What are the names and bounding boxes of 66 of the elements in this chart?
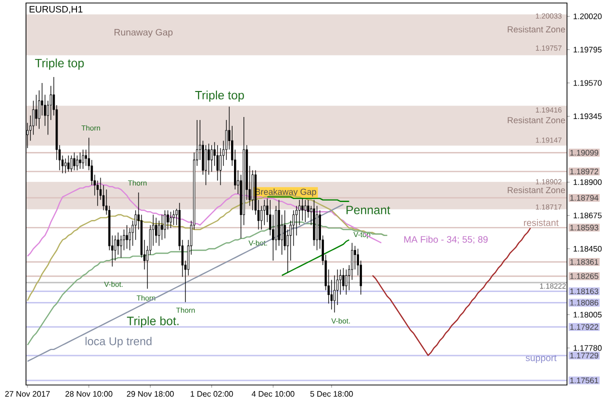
annotation: Triple top: [35, 58, 84, 70]
candlestick: [204, 144, 207, 186]
band-label: Resistant Zone: [508, 26, 566, 32]
annotation: loca Up trend: [86, 336, 152, 348]
candlestick: [155, 217, 158, 244]
annotation: support: [526, 355, 557, 364]
annotation: Triple bot.: [126, 316, 178, 328]
y-tick-label: 1.19795: [574, 46, 602, 52]
ref-line-label: 1.17729: [570, 352, 598, 358]
ref-line-label: 1.17561: [570, 378, 598, 384]
candlestick: [70, 155, 72, 172]
y-tick-label: 1.19570: [574, 80, 602, 86]
ref-line-label: 1.18163: [570, 288, 598, 294]
x-tick-label: 27 Nov 2017: [5, 391, 50, 397]
candlestick: [170, 211, 172, 228]
y-tick-label: 1.18005: [574, 312, 602, 318]
candlestick: [67, 155, 70, 172]
ref-line-label: 1.18086: [570, 300, 598, 306]
candlestick: [82, 149, 84, 170]
x-tick-label: 4 Dec 10:00: [252, 391, 294, 397]
x-tick-label: 5 Dec 18:00: [310, 391, 353, 397]
chart-title: EURUSD,H1: [30, 6, 82, 14]
candlestick: [342, 268, 344, 291]
y-tick-label: 1.20020: [574, 13, 602, 20]
x-tick-label: 29 Nov 18:00: [126, 391, 174, 397]
annotation: Triple top: [195, 90, 244, 102]
candlestick: [35, 94, 38, 126]
annotation: Runaway Gap: [114, 28, 173, 38]
ref-line-label: 1.18972: [570, 168, 598, 174]
candlestick: [301, 198, 304, 221]
candlestick: [76, 155, 78, 171]
candlestick: [126, 224, 128, 250]
candlestick: [64, 158, 67, 174]
ref-line-label: 1.17922: [570, 324, 598, 330]
candlestick: [117, 232, 120, 256]
candlestick: [164, 210, 166, 239]
candlestick: [304, 200, 306, 222]
candlestick: [208, 143, 210, 176]
band-label: Resistant Zone: [508, 186, 566, 194]
ref-line-label: 1.19099: [570, 150, 598, 156]
candlestick: [280, 214, 283, 256]
candlestick: [160, 214, 164, 240]
candlestick: [79, 152, 82, 170]
candlestick: [345, 269, 348, 296]
x-tick-label: 1 Dec 02:00: [190, 391, 233, 397]
annotation: resistant: [524, 219, 559, 226]
band-label: Resistant Zone: [508, 116, 566, 124]
x-tick-label: 28 Nov 10:00: [65, 391, 112, 397]
line-series: [372, 227, 532, 356]
y-tick-label: 1.18450: [574, 246, 602, 252]
y-tick-label: 1.19345: [574, 113, 602, 120]
candlestick: [263, 200, 266, 226]
candlestick: [210, 144, 213, 172]
candlestick: [166, 210, 169, 230]
ref-line-label: 1.18361: [570, 259, 598, 265]
annotation: MA Fibo - 34; 55; 89: [404, 236, 488, 244]
y-tick-label: 1.17780: [574, 345, 602, 351]
y-tick-label: 1.18900: [574, 179, 602, 185]
candlestick: [73, 152, 76, 171]
annotation: Pennant: [346, 206, 390, 214]
candlestick: [216, 144, 219, 182]
ref-line-label: 1.18265: [570, 273, 598, 280]
candlestick: [172, 210, 175, 226]
ref-line-label: 1.18593: [570, 224, 598, 230]
ref-line-label: 1.18794: [570, 195, 598, 201]
y-tick-label: 1.18675: [574, 212, 602, 218]
